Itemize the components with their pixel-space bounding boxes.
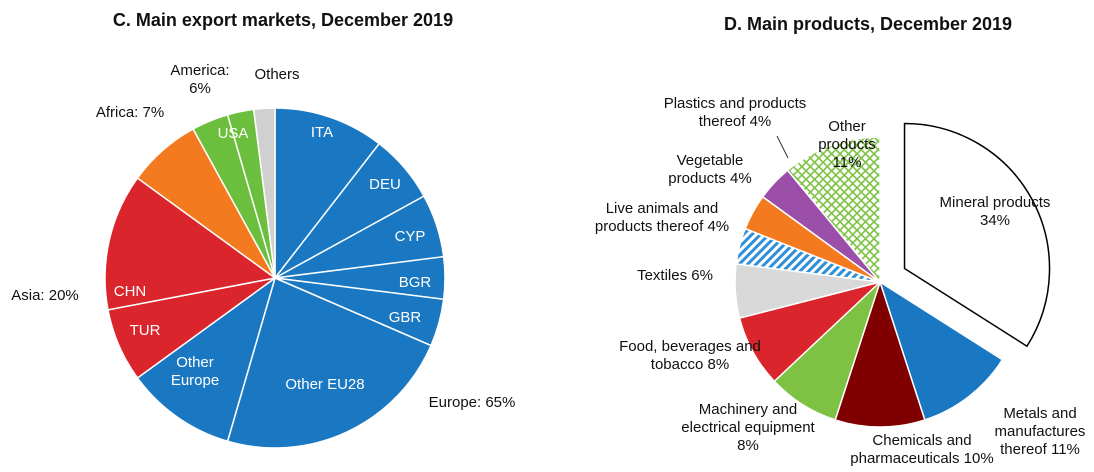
label: Live animals and products thereof 4%: [594, 200, 730, 235]
label: Asia: 20%: [11, 287, 79, 304]
label: Others: [254, 66, 300, 83]
label: USA: [217, 125, 249, 142]
pie-slice: [786, 136, 881, 285]
label: America: 6%: [170, 62, 230, 97]
pie-slice: [834, 279, 926, 428]
pie-slice: [274, 107, 381, 281]
pie-slice: [252, 107, 276, 279]
pie-slice: [104, 177, 277, 311]
chart-title: D. Main products, December 2019: [723, 14, 1013, 34]
label: BGR: [398, 274, 432, 291]
label: TUR: [129, 322, 161, 339]
label: Other EU28: [285, 376, 365, 393]
pie-slice: [226, 276, 433, 449]
leader-line: [776, 135, 789, 159]
label: ITA: [310, 124, 334, 141]
label: Other Europe: [170, 354, 220, 389]
pie-slice: [878, 280, 1004, 421]
label: Metals and manufactures thereof 11%: [994, 405, 1086, 458]
label: Plastics and products thereof 4%: [663, 95, 807, 130]
label: Europe: 65%: [428, 394, 516, 411]
pie-slice: [903, 122, 1051, 348]
label: Food, beverages and tobacco 8%: [619, 338, 761, 373]
label: Africa: 7%: [95, 104, 165, 121]
label: Other products 11%: [818, 118, 876, 171]
label: DEU: [369, 176, 401, 193]
label: CHN: [113, 283, 147, 300]
label: GBR: [388, 309, 422, 326]
label: Textiles 6%: [637, 267, 713, 284]
label: CYP: [394, 228, 426, 245]
label: Chemicals and pharmaceuticals 10%: [850, 432, 994, 467]
pie-slice: [136, 276, 277, 443]
label: Mineral products 34%: [939, 194, 1051, 229]
label: Machinery and electrical equipment 8%: [681, 401, 815, 454]
label: Vegetable products 4%: [668, 152, 752, 187]
chart-title: C. Main export markets, December 2019: [112, 10, 454, 30]
